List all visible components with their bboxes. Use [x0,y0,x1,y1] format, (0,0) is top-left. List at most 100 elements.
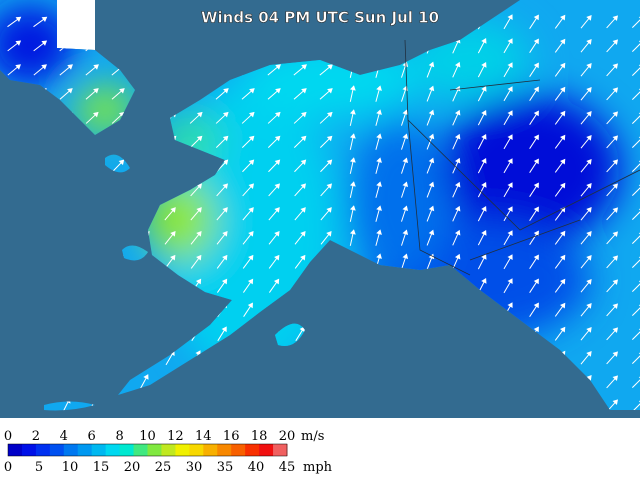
wind-arrow-head [301,64,307,70]
wind-arrow-head [507,134,513,140]
wind-arrow-head [481,62,487,68]
wind-arrow [631,39,640,53]
wind-arrow-head [560,158,566,165]
color-swatch [259,444,274,456]
wind-arrow-head [586,15,592,21]
wind-arrow-head [41,40,48,46]
wind-arrow-head [428,133,435,140]
wind-arrow-head [586,39,592,45]
wind-arrow-head [402,205,409,212]
wind-arrow-head [376,205,382,211]
wind-arrow [631,375,640,389]
wind-arrow-head [507,38,513,44]
wind-arrow-head [612,87,619,93]
wind-arrow-head [586,183,592,189]
wind-arrow-head [586,231,592,237]
wind-arrow [631,255,640,269]
wind-arrow-head [222,230,228,237]
wind-arrow-head [481,110,487,116]
wind-arrow-head [533,14,539,21]
wind-arrow-head [507,230,513,236]
color-swatch [175,444,190,456]
wind-arrow-head [222,207,228,213]
wind-arrow-head [612,15,619,21]
wind-arrow-head [586,111,592,117]
color-swatch [21,444,37,456]
wind-arrow-head [402,133,409,140]
wind-arrow-head [402,109,409,116]
wind-arrow-head [376,181,382,187]
wind-arrow-head [274,230,280,237]
legend: 0 2 4 6 8 10 12 14 16 18 20 m/s 0 5 10 15 20 25 30 35 40 45 mp… [4,429,333,475]
wind-arrow-head [428,205,435,212]
color-bar-frame [7,443,288,457]
wind-arrow-head [612,375,619,381]
wind-arrow-head [327,64,333,70]
wind-arrow-head [612,399,619,405]
wind-arrow-head [248,230,254,237]
wind-arrow-head [586,87,592,93]
wind-arrow-head [67,88,73,94]
wind-arrow-head [586,255,592,261]
wind-arrow-head [376,133,382,139]
color-swatch [273,444,288,456]
wind-arrow-head [222,111,229,118]
wind-arrow-head [481,230,487,236]
wind-arrow-head [222,254,228,261]
wind-arrow-head [428,157,435,164]
wind-arrow-head [586,279,592,285]
ms-label: 0 [4,429,12,444]
wind-arrow [631,327,640,341]
wind-arrow-head [428,109,435,116]
wind-arrow-head [67,64,73,70]
wind-arrow-head [196,135,203,142]
wind-arrow-head [507,254,513,260]
wind-arrow-head [612,183,619,189]
wind-arrow-head [349,85,356,91]
wind-arrow-head [349,109,356,115]
wind-arrow-head [586,351,592,357]
wind-arrow-head [41,16,48,22]
wind-arrow-head [41,64,47,70]
wind-arrow-head [15,16,22,22]
wind-arrow-head [560,62,566,69]
color-swatch [189,444,204,456]
wind-arrow-head [612,39,619,45]
wind-arrow-head [349,181,356,187]
map-title: Winds 04 PM UTC Sun Jul 10 [201,9,439,27]
wind-arrow-head [196,111,203,118]
wind-arrow-head [481,254,487,260]
wind-arrow-head [93,64,99,70]
wind-arrow-head [196,183,203,189]
wind-arrow-head [15,64,21,70]
wind-arrow-head [428,181,435,188]
ms-label: 18 [251,429,268,444]
color-swatch [203,444,218,456]
wind-arrow [631,15,640,29]
wind-arrow-head [507,62,513,68]
wind-arrow-head [222,159,229,166]
wind-arrow-head [454,61,461,68]
wind-arrow-head [248,159,255,166]
wind-arrow [631,111,640,125]
wind-arrow-head [248,111,255,118]
wind-arrow-head [533,254,539,261]
wind-arrow-head [481,278,487,284]
wind-arrow [631,87,640,101]
wind-arrow-head [349,205,356,211]
ms-label: 16 [223,429,240,444]
wind-arrow-head [300,183,307,189]
wind-arrow [631,63,640,77]
wind-arrow-head [507,14,513,20]
color-swatch [119,444,135,456]
wind-arrow-head [507,110,513,116]
wind-arrow-head [376,109,382,115]
mph-label: 15 [93,460,110,475]
wind-arrow-head [195,350,201,356]
wind-arrow-head [349,229,356,235]
wind-arrow-head [326,207,332,213]
wind-arrow-head [560,110,566,117]
wind-arrow-head [402,157,409,164]
wind-arrow-head [326,230,332,237]
mph-label: 45 [279,460,296,475]
